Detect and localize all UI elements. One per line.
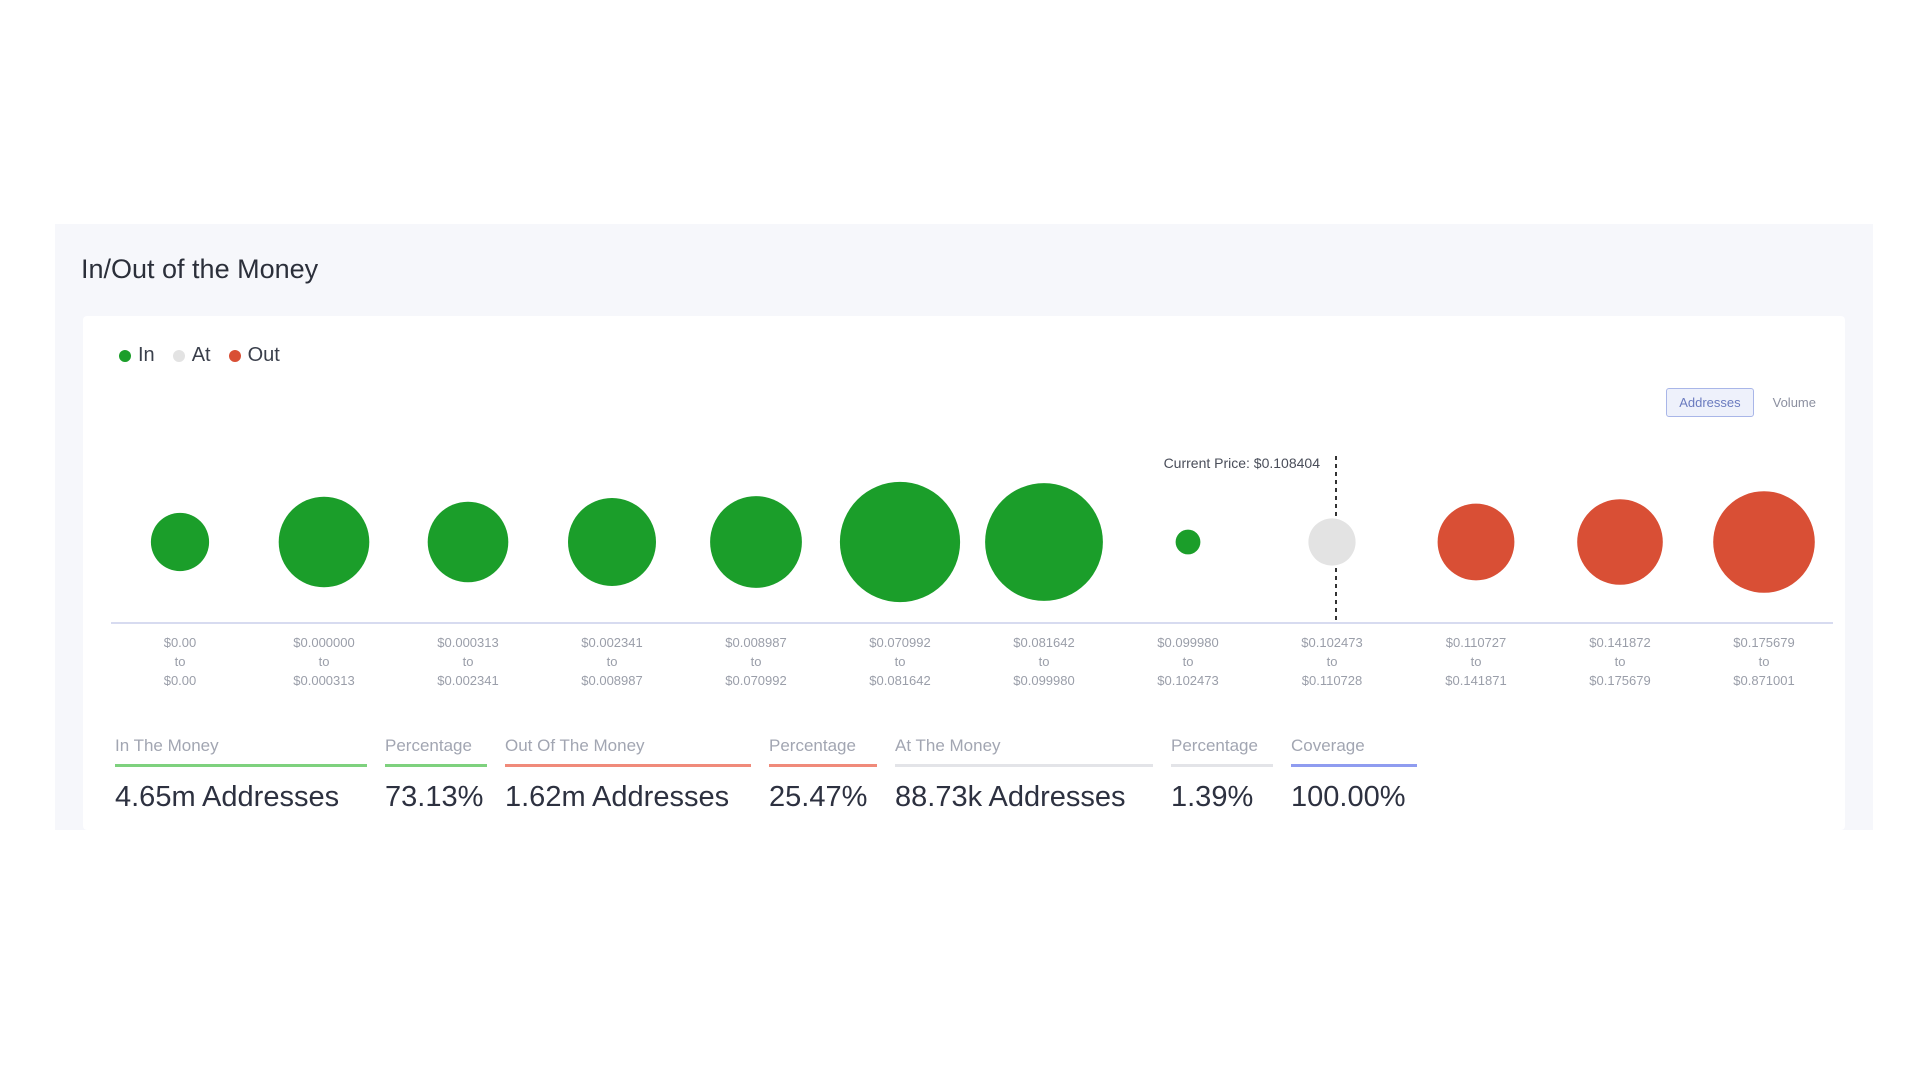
bubble-in xyxy=(710,496,802,588)
legend-item-out[interactable]: Out xyxy=(228,344,280,367)
tick-label: $0.141871 xyxy=(1445,673,1506,688)
tick-label: to xyxy=(1615,654,1626,669)
tick-label: $0.081642 xyxy=(869,673,930,688)
stats-row: In The Money 4.65m Addresses Percentage … xyxy=(115,736,1435,814)
tick-label: to xyxy=(463,654,474,669)
tick-label: to xyxy=(751,654,762,669)
legend-label-out: Out xyxy=(247,344,280,366)
tick-label: to xyxy=(1759,654,1770,669)
stat-value: 100.00% xyxy=(1291,781,1406,813)
metric-toggle: Addresses Volume xyxy=(1666,388,1829,417)
in-out-money-panel: In/Out of the Money In At Out Addresses … xyxy=(55,224,1873,830)
tick-label: to xyxy=(1471,654,1482,669)
out-dot-icon xyxy=(228,349,241,362)
legend-label-in: In xyxy=(138,344,155,366)
chart-legend: In At Out xyxy=(119,344,280,367)
panel-title: In/Out of the Money xyxy=(81,254,319,284)
tick-label: to xyxy=(1327,654,1338,669)
stat-value: 88.73k Addresses xyxy=(895,781,1126,813)
stat-value: 1.39% xyxy=(1171,781,1254,813)
tick-label: $0.175679 xyxy=(1733,635,1794,650)
tick-label: $0.00 xyxy=(164,635,197,650)
tick-label: $0.102473 xyxy=(1157,673,1218,688)
tick-label: to xyxy=(1183,654,1194,669)
at-dot-icon xyxy=(172,349,185,362)
stat-in-percentage: Percentage 73.13% xyxy=(385,736,487,814)
tick-label: $0.00 xyxy=(164,673,197,688)
tick-label: $0.000313 xyxy=(293,673,354,688)
stat-label: Coverage xyxy=(1291,736,1417,767)
stat-out-of-the-money: Out Of The Money 1.62m Addresses xyxy=(505,736,751,814)
tick-label: $0.099980 xyxy=(1157,635,1218,650)
legend-label-at: At xyxy=(191,344,211,366)
bubble-out xyxy=(1437,503,1515,581)
tick-label: $0.002341 xyxy=(437,673,498,688)
tick-label: $0.008987 xyxy=(725,635,786,650)
tick-label: to xyxy=(895,654,906,669)
chart-card: In At Out Addresses Volume Current Price… xyxy=(83,316,1845,830)
tick-label: to xyxy=(175,654,186,669)
bubble-in xyxy=(427,501,509,583)
tick-label: to xyxy=(319,654,330,669)
tick-label: $0.099980 xyxy=(1013,673,1074,688)
bubble-in xyxy=(278,496,370,588)
tick-label: $0.871001 xyxy=(1733,673,1794,688)
tick-label: $0.002341 xyxy=(581,635,642,650)
bubble-out xyxy=(1713,491,1815,593)
stat-at-percentage: Percentage 1.39% xyxy=(1171,736,1273,814)
tick-label: to xyxy=(607,654,618,669)
tick-label: $0.070992 xyxy=(725,673,786,688)
stat-at-the-money: At The Money 88.73k Addresses xyxy=(895,736,1153,814)
tick-label: $0.175679 xyxy=(1589,673,1650,688)
bubble-out xyxy=(1577,499,1663,585)
stat-label: In The Money xyxy=(115,736,367,767)
tick-label: $0.008987 xyxy=(581,673,642,688)
bubble-in xyxy=(568,498,656,586)
addresses-button[interactable]: Addresses xyxy=(1666,388,1754,417)
tick-label: $0.110728 xyxy=(1302,673,1363,688)
bubble-in xyxy=(985,483,1103,601)
stat-label: Out Of The Money xyxy=(505,736,751,767)
tick-label: to xyxy=(1039,654,1050,669)
tick-label: $0.081642 xyxy=(1013,635,1074,650)
bubble-chart: Current Price: $0.108404 $0.00 to $0.00 $0.0… xyxy=(111,455,1833,688)
volume-button[interactable]: Volume xyxy=(1759,388,1829,417)
tick-label: $0.070992 xyxy=(869,635,930,650)
stat-out-percentage: Percentage 25.47% xyxy=(769,736,877,814)
stat-label: At The Money xyxy=(895,736,1153,767)
stat-label: Percentage xyxy=(769,736,877,767)
stat-value: 4.65m Addresses xyxy=(115,781,340,813)
stat-value: 25.47% xyxy=(769,781,868,813)
tick-label: $0.000313 xyxy=(437,635,498,650)
in-dot-icon xyxy=(119,349,131,362)
stat-value: 73.13% xyxy=(385,781,484,813)
bubble-at xyxy=(1308,518,1356,566)
tick-label: $0.000000 xyxy=(293,635,354,650)
bubble-in xyxy=(150,512,210,572)
tick-label: $0.141872 xyxy=(1589,635,1650,650)
current-price-label: Current Price: $0.108404 xyxy=(1164,455,1321,471)
stat-label: Percentage xyxy=(1171,736,1273,767)
stat-value: 1.62m Addresses xyxy=(505,781,730,813)
bubble-in xyxy=(1175,529,1201,555)
legend-item-at[interactable]: At xyxy=(172,344,211,367)
stat-coverage: Coverage 100.00% xyxy=(1291,736,1417,814)
stat-label: Percentage xyxy=(385,736,487,767)
tick-label: $0.110727 xyxy=(1446,635,1507,650)
stat-in-the-money: In The Money 4.65m Addresses xyxy=(115,736,367,814)
bubble-in xyxy=(839,481,961,603)
legend-item-in[interactable]: In xyxy=(119,344,155,367)
tick-label: $0.102473 xyxy=(1301,635,1362,650)
